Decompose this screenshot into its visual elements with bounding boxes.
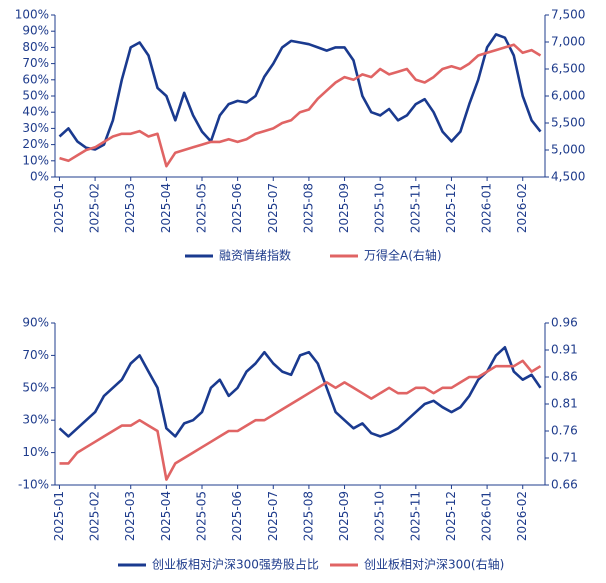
x-tick-label: 2026-01 (480, 491, 494, 541)
x-tick-label: 2025-05 (195, 183, 209, 233)
y-tick-label: 10% (22, 445, 49, 459)
x-tick-label: 2025-03 (123, 183, 137, 233)
y2-tick-label: 0.96 (551, 316, 578, 330)
y-tick-label: 80% (22, 40, 49, 54)
x-tick-label: 2025-10 (373, 491, 387, 541)
x-tick-label: 2025-02 (88, 491, 102, 541)
x-tick-label: 2025-03 (123, 491, 137, 541)
x-tick-label: 2025-08 (301, 491, 315, 541)
series-line (59, 43, 542, 168)
y2-tick-label: 7,500 (551, 8, 585, 22)
y-tick-label: 100% (15, 8, 49, 22)
x-tick-label: 2025-11 (408, 491, 422, 541)
y-tick-label: 20% (22, 137, 49, 151)
y-tick-label: 40% (22, 105, 49, 119)
y2-tick-label: 0.71 (551, 451, 578, 465)
legend-label: 创业板相对沪深300强势股占比 (152, 557, 319, 572)
x-tick-label: 2025-07 (266, 491, 280, 541)
x-tick-label: 2025-10 (373, 183, 387, 233)
y2-tick-label: 0.86 (551, 370, 578, 384)
x-tick-label: 2025-01 (52, 183, 66, 233)
y2-tick-label: 4,500 (551, 170, 585, 184)
y2-tick-label: 0.76 (551, 424, 578, 438)
x-tick-label: 2025-04 (159, 183, 173, 233)
x-tick-label: 2025-11 (408, 183, 422, 233)
x-tick-label: 2025-02 (88, 183, 102, 233)
x-tick-label: 2025-06 (230, 183, 244, 233)
y-tick-label: 70% (22, 56, 49, 70)
y2-tick-label: 0.81 (551, 397, 578, 411)
y-tick-label: 30% (22, 121, 49, 135)
x-tick-label: 2026-02 (515, 491, 529, 541)
y-tick-label: -10% (18, 478, 49, 492)
y2-tick-label: 5,500 (551, 116, 585, 130)
x-tick-label: 2025-07 (266, 183, 280, 233)
chart: 0% 10% 20% 30% 40% 50% 60% 70% 80% 90% 100% 4,500 5,… (15, 8, 586, 263)
y-tick-label: 0% (30, 170, 49, 184)
y-tick-label: 90% (22, 24, 49, 38)
y2-tick-label: 6,000 (551, 89, 585, 103)
y-tick-label: 30% (22, 413, 49, 427)
x-tick-label: 2025-09 (337, 183, 351, 233)
x-tick-label: 2025-08 (301, 183, 315, 233)
chart: -10% 10% 30% 50% 70% 90% 0.66 0.71 0.76 0.81 0.86 0… (18, 316, 578, 572)
y2-tick-label: 0.66 (551, 478, 578, 492)
x-tick-label: 2026-02 (515, 183, 529, 233)
legend-label: 万得全A(右轴) (364, 248, 442, 263)
y2-tick-label: 6,500 (551, 62, 585, 76)
legend-label: 创业板相对沪深300(右轴) (364, 557, 504, 572)
series-line (58, 346, 542, 438)
x-tick-label: 2025-12 (444, 183, 458, 233)
y-tick-label: 10% (22, 153, 49, 167)
x-tick-label: 2026-01 (480, 183, 494, 233)
x-tick-label: 2025-12 (444, 491, 458, 541)
x-tick-label: 2025-06 (230, 491, 244, 541)
y-tick-label: 50% (22, 380, 49, 394)
y-tick-label: 50% (22, 89, 49, 103)
series-line (58, 33, 542, 151)
y2-tick-label: 5,000 (551, 143, 585, 157)
y-tick-label: 60% (22, 72, 49, 86)
x-tick-label: 2025-01 (52, 491, 66, 541)
y2-tick-label: 0.91 (551, 343, 578, 357)
series-line (59, 359, 542, 481)
y2-tick-label: 7,000 (551, 35, 585, 49)
x-tick-label: 2025-04 (159, 491, 173, 541)
x-tick-label: 2025-05 (195, 491, 209, 541)
legend-label: 融资情绪指数 (219, 248, 291, 263)
x-tick-label: 2025-09 (337, 491, 351, 541)
y-tick-label: 90% (22, 316, 49, 330)
y-tick-label: 70% (22, 348, 49, 362)
